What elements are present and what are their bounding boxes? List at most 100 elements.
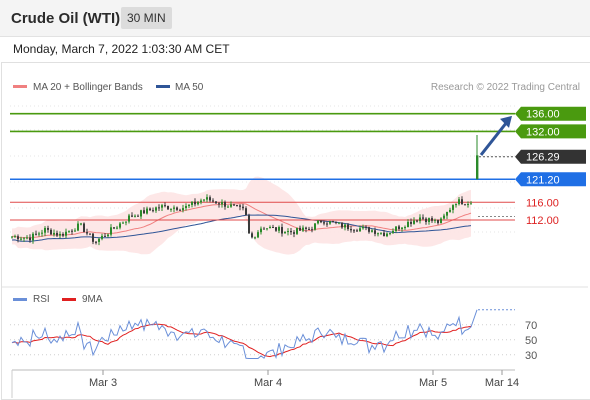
candle-body (56, 232, 58, 236)
candle-body (416, 220, 418, 222)
candle-body (92, 233, 94, 242)
candle-body (359, 228, 361, 232)
timeframe-badge[interactable]: 30 MIN (121, 7, 172, 29)
candle-body (83, 223, 85, 233)
candle-body (362, 226, 364, 229)
candle-body (269, 227, 271, 229)
candle-body (341, 222, 343, 228)
candle-body (14, 236, 16, 238)
timestamp: Monday, March 7, 2022 1:03:30 AM CET (13, 42, 230, 56)
candle-body (170, 208, 172, 210)
candle-body (455, 204, 457, 206)
x-tick-label: Mar 4 (254, 377, 282, 389)
candle-body (326, 223, 328, 225)
candle-body (356, 230, 358, 232)
candle-body (467, 204, 469, 206)
candle-body (395, 226, 397, 231)
candle-body (197, 202, 199, 205)
candle-body (368, 227, 370, 232)
candle-body (260, 228, 262, 233)
candle-body (284, 231, 286, 234)
candle-body (206, 197, 208, 200)
legend-swatch (156, 85, 170, 88)
candle-body (146, 208, 148, 214)
candle-body (374, 230, 376, 234)
candle-body (32, 233, 34, 241)
candle-body (29, 237, 31, 241)
candle-body (407, 221, 409, 228)
candle-body (311, 229, 313, 231)
candle-body (77, 223, 79, 231)
candle-body (11, 236, 13, 238)
candle-body (185, 206, 187, 209)
candle-body (272, 227, 274, 229)
candle-body (200, 200, 202, 203)
candle-body (380, 232, 382, 234)
candle-body (335, 221, 337, 224)
candle-body (23, 237, 25, 239)
level-tag (515, 106, 586, 121)
candle-body (167, 205, 169, 210)
candle-body (161, 205, 163, 208)
x-tick-label: Mar 14 (485, 377, 519, 389)
candle-body (134, 215, 136, 217)
candle-body (257, 232, 259, 238)
level-tag (515, 124, 586, 139)
candle-body (230, 204, 232, 207)
candle-body (128, 215, 130, 222)
candle-body (218, 203, 220, 205)
candle-body (470, 203, 472, 205)
candle-body (329, 221, 331, 224)
candle-body (281, 227, 283, 234)
candle-body (413, 220, 415, 224)
level-label: 126.29 (526, 152, 560, 164)
rsi-legend-swatch (13, 298, 27, 301)
candle-body (47, 227, 49, 230)
candle-body (392, 230, 394, 233)
chart-header: Crude Oil (WTI) 30 MIN (0, 0, 590, 37)
candle-body (287, 231, 289, 233)
forecast-arrow (479, 115, 512, 156)
candle-body (299, 227, 301, 231)
candle-body (242, 206, 244, 209)
candle-body (350, 229, 352, 231)
candle-body (305, 227, 307, 229)
candle-body (62, 233, 64, 236)
candle-body (125, 221, 127, 223)
candle-body (437, 219, 439, 224)
candle-body (221, 202, 223, 205)
candle-body (449, 209, 451, 212)
candle-body (38, 233, 40, 235)
legend-swatch (13, 85, 27, 88)
instrument-title: Crude Oil (WTI) (11, 10, 121, 27)
price-levels: 136.00 132.00 126.29 121.20 116.00 112.00 (10, 106, 586, 227)
candle-body (404, 227, 406, 229)
level-label: 136.00 (526, 109, 560, 121)
candle-body (332, 221, 334, 223)
rsi-tick-label: 50 (525, 335, 537, 347)
ma20-line (11, 203, 472, 239)
candle-body (239, 205, 241, 207)
candle-body (215, 201, 217, 204)
candle-body (209, 197, 211, 201)
candle-body (140, 210, 142, 217)
candle-body (158, 207, 160, 209)
candle-body (182, 208, 184, 211)
candle-body (464, 204, 466, 206)
candle-body (347, 224, 349, 230)
candle-body (248, 215, 250, 234)
candle-body (434, 219, 436, 221)
candle-body (314, 223, 316, 230)
candle-body (308, 228, 310, 230)
candle-body (107, 234, 109, 237)
candle-body (461, 199, 463, 205)
rsi-tick-label: 70 (525, 320, 537, 332)
candle-body (233, 204, 235, 206)
candle-body (122, 222, 124, 224)
candle-body (476, 155, 479, 180)
candle-body (443, 215, 445, 219)
candle-body (179, 209, 181, 211)
candle-body (275, 227, 277, 231)
candle-body (317, 220, 319, 224)
level-label: 121.20 (526, 174, 560, 186)
